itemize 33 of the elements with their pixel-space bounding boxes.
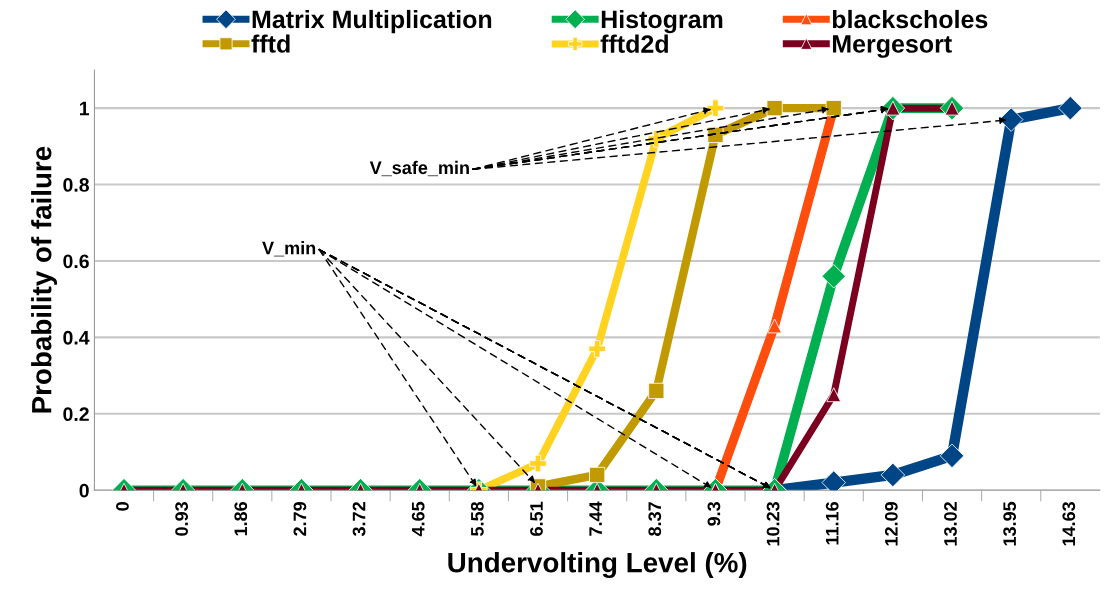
x-tick-label: 3.72	[352, 502, 366, 537]
x-tick-label: 1.86	[234, 502, 248, 536]
x-tick-label: 10.23	[766, 502, 780, 546]
annotation: V_min	[262, 241, 316, 257]
y-tick-label: 0.6	[63, 254, 89, 269]
x-tick-label: 0	[116, 502, 129, 511]
x-tick-label: 11.16	[825, 502, 839, 545]
x-tick-label: 4.65	[411, 501, 425, 537]
x-tick-label: 8.37	[648, 502, 662, 536]
y-tick-label: 1	[79, 101, 90, 116]
legend-label: Histogram	[601, 9, 723, 34]
y-tick-label: 0.4	[63, 330, 90, 345]
x-tick-label: 13.02	[944, 502, 957, 546]
annotation: V_safe_min	[369, 160, 469, 177]
legend-label: blackscholes	[832, 9, 988, 29]
x-tick-label: 9.3	[707, 502, 721, 526]
x-tick-label: 7.44	[589, 501, 602, 536]
x-tick-label: 6.51	[530, 501, 543, 536]
x-axis-title: Undervolting Level (%)	[448, 552, 747, 579]
x-tick-label: 0.93	[175, 502, 189, 536]
x-tick-label: 12.09	[884, 502, 898, 546]
x-tick-label: 14.63	[1062, 502, 1076, 546]
x-tick-label: 13.95	[1003, 501, 1017, 546]
y-tick-label: 0.8	[63, 178, 89, 192]
legend-label: fftd2d	[600, 34, 668, 53]
y-axis-title: Probability of failure	[31, 146, 57, 413]
y-tick-label: 0	[79, 483, 89, 498]
y-tick-label: 0.2	[63, 407, 89, 422]
legend-label: Mergesort	[832, 35, 952, 58]
legend-label: fftd	[251, 34, 290, 53]
legend-label: Matrix Multiplication	[252, 9, 492, 34]
x-tick-label: 5.58	[470, 501, 484, 536]
x-tick-label: 2.79	[293, 502, 307, 536]
